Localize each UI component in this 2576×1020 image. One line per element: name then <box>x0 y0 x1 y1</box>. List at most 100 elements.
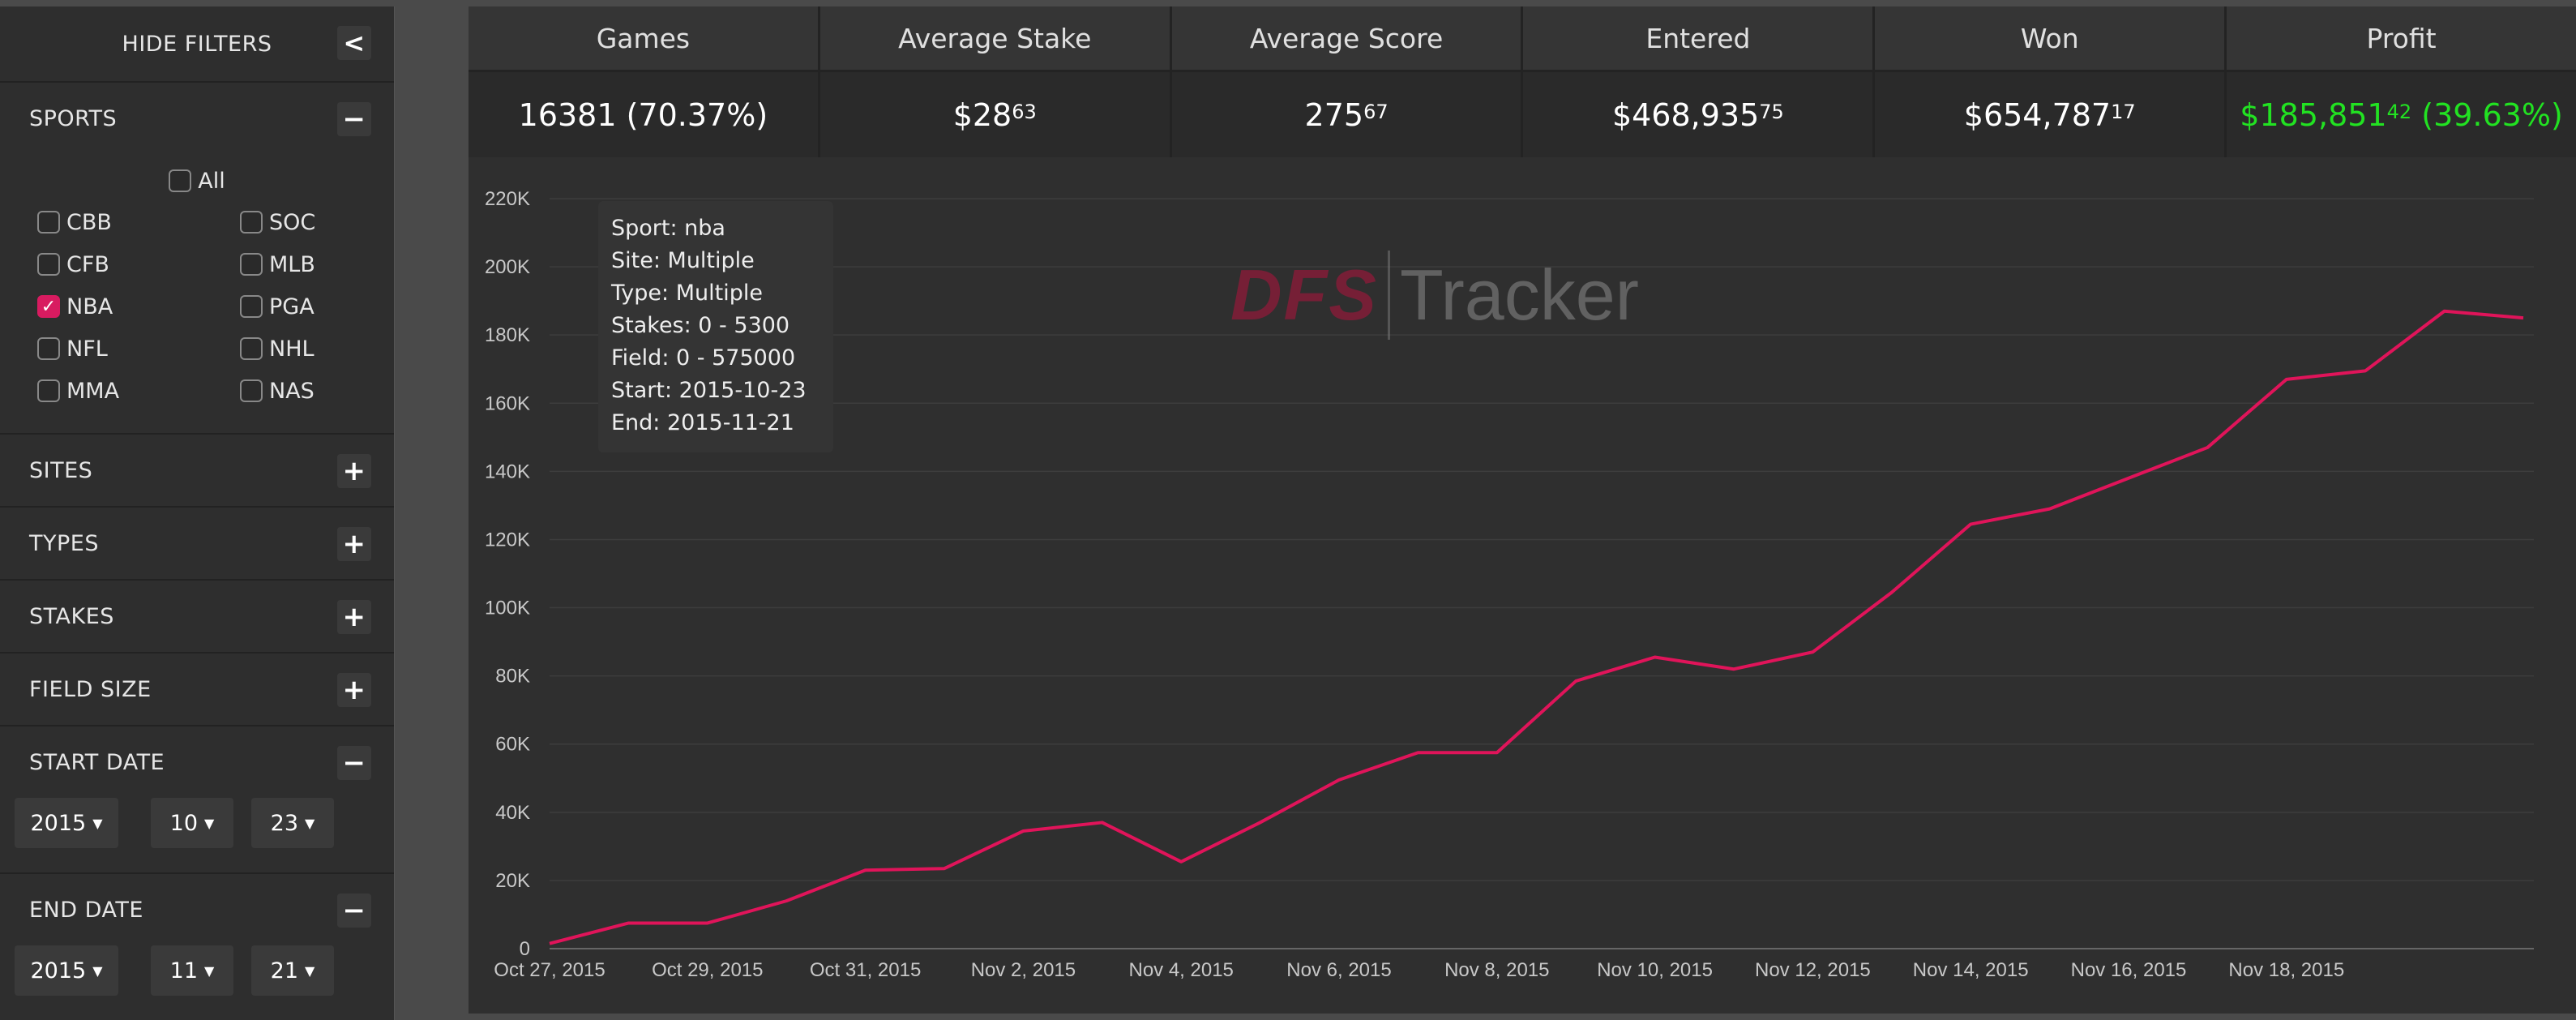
sport-option-pga[interactable]: PGA <box>240 285 418 328</box>
sport-option-label: NBA <box>66 294 113 319</box>
filter-summary-tooltip: Sport: nba Site: Multiple Type: Multiple St… <box>598 201 833 452</box>
won-main: $654,787 <box>1963 96 2112 133</box>
types-section-header[interactable]: TYPES + <box>0 508 394 579</box>
tooltip-line: Type: Multiple <box>611 281 763 306</box>
y-tick-label: 80K <box>495 666 530 688</box>
hide-filters-header[interactable]: HIDE FILTERS < <box>0 6 394 83</box>
x-tick-label: Nov 2, 2015 <box>971 959 1076 981</box>
start-day-value: 23 <box>270 810 299 836</box>
y-tick-label: 220K <box>485 188 530 210</box>
sport-option-soc[interactable]: SOC <box>240 201 418 243</box>
sports-section-header[interactable]: SPORTS − <box>0 83 394 154</box>
checkbox-icon[interactable] <box>240 211 263 234</box>
watermark-divider <box>1388 251 1390 340</box>
stat-won-label: Won <box>1875 6 2225 72</box>
start-year-select[interactable]: 2015 ▼ <box>15 798 118 848</box>
x-tick-label: Oct 31, 2015 <box>810 959 921 981</box>
sports-collapse-button[interactable]: − <box>337 102 371 136</box>
start-date-collapse-button[interactable]: − <box>337 746 371 780</box>
sport-option-mlb[interactable]: MLB <box>240 243 418 285</box>
sport-option-cfb[interactable]: CFB <box>37 243 240 285</box>
x-tick-label: Oct 29, 2015 <box>652 959 763 981</box>
sport-option-cbb[interactable]: CBB <box>37 201 240 243</box>
tooltip-line: End: 2015-11-21 <box>611 410 794 435</box>
won-cents: 17 <box>2111 100 2136 123</box>
sites-section: SITES + <box>0 435 394 508</box>
types-label: TYPES <box>29 530 99 556</box>
checkbox-icon[interactable] <box>37 211 60 234</box>
stat-average-stake-value: $28 63 <box>819 72 1170 157</box>
hide-filters-label: HIDE FILTERS <box>122 31 272 57</box>
checkbox-icon[interactable] <box>240 295 263 318</box>
end-date-label: END DATE <box>29 897 143 923</box>
sports-section: SPORTS − All CBB SOC CFB MLB ✓ NBA PGA NFL NHL MM… <box>0 83 394 435</box>
y-tick-label: 160K <box>485 392 530 414</box>
end-date-collapse-button[interactable]: − <box>337 894 371 928</box>
start-month-select[interactable]: 10 ▼ <box>151 798 233 848</box>
y-tick-label: 120K <box>485 529 530 551</box>
stat-won-value: $654,787 17 <box>1875 72 2225 157</box>
start-date-section-header[interactable]: START DATE − <box>0 726 394 798</box>
checkbox-icon[interactable] <box>240 253 263 276</box>
stat-won: Won $654,787 17 <box>1875 6 2227 157</box>
watermark-tracker: Tracker <box>1400 255 1639 335</box>
sport-option-label: CBB <box>66 209 112 235</box>
profit-line-chart: 0 20K 40K 60K 80K 100K 120K 140K 160K 180K 200K 220… <box>485 188 2534 981</box>
stat-profit-value: $185,851 42 (39.63%) <box>2227 72 2576 157</box>
field-size-section-header[interactable]: FIELD SIZE + <box>0 654 394 725</box>
y-tick-label: 180K <box>485 324 530 346</box>
stat-entered-value: $468,935 75 <box>1523 72 1873 157</box>
checkbox-icon[interactable] <box>37 253 60 276</box>
main-panel: Games 16381 (70.37%) Average Stake $28 63… <box>469 6 2576 1014</box>
sport-option-label: MMA <box>66 378 120 404</box>
y-tick-label: 40K <box>495 802 530 824</box>
checkbox-icon[interactable] <box>240 379 263 402</box>
average-score-main: 275 <box>1304 96 1364 133</box>
checkbox-icon[interactable] <box>37 379 60 402</box>
x-tick-label: Nov 4, 2015 <box>1128 959 1233 981</box>
profit-cents: 42 <box>2386 100 2412 123</box>
end-day-select[interactable]: 21 ▼ <box>251 945 334 996</box>
stat-games: Games 16381 (70.37%) <box>469 6 820 157</box>
profit-series-line[interactable] <box>549 309 2524 945</box>
end-date-section: END DATE − 2015 ▼ 11 ▼ 21 ▼ <box>0 874 394 1020</box>
chevron-down-icon: ▼ <box>305 815 315 831</box>
start-date-label: START DATE <box>29 749 165 775</box>
checkbox-icon[interactable] <box>240 337 263 360</box>
y-tick-label: 60K <box>495 734 530 756</box>
checkbox-checked-icon[interactable]: ✓ <box>37 295 60 318</box>
sites-expand-button[interactable]: + <box>337 454 371 488</box>
start-day-select[interactable]: 23 ▼ <box>251 798 334 848</box>
types-section: TYPES + <box>0 508 394 581</box>
entered-cents: 75 <box>1759 100 1784 123</box>
all-checkbox[interactable] <box>169 169 192 192</box>
x-tick-label: Nov 18, 2015 <box>2228 959 2344 981</box>
watermark-dfs: DFS <box>1230 255 1378 335</box>
field-size-expand-button[interactable]: + <box>337 673 371 707</box>
sport-option-nba[interactable]: ✓ NBA <box>37 285 240 328</box>
sport-option-nhl[interactable]: NHL <box>240 328 418 370</box>
checkbox-icon[interactable] <box>37 337 60 360</box>
profit-chart: 0 20K 40K 60K 80K 100K 120K 140K 160K 180K 200K 220… <box>469 157 2576 1014</box>
sport-option-label: NAS <box>269 378 315 404</box>
sport-checkbox-grid: CBB SOC CFB MLB ✓ NBA PGA NFL NHL MMA NAS <box>0 201 394 412</box>
sport-option-nfl[interactable]: NFL <box>37 328 240 370</box>
collapse-sidebar-button[interactable]: < <box>337 26 371 60</box>
x-tick-label: Oct 27, 2015 <box>494 959 605 981</box>
stakes-section: STAKES + <box>0 581 394 654</box>
stakes-section-header[interactable]: STAKES + <box>0 581 394 652</box>
stat-average-stake: Average Stake $28 63 <box>819 6 1172 157</box>
end-month-value: 11 <box>169 958 199 984</box>
sport-option-mma[interactable]: MMA <box>37 370 240 412</box>
types-expand-button[interactable]: + <box>337 527 371 561</box>
stakes-expand-button[interactable]: + <box>337 600 371 634</box>
stat-profit: Profit $185,851 42 (39.63%) <box>2227 6 2576 157</box>
sites-section-header[interactable]: SITES + <box>0 435 394 506</box>
end-date-section-header[interactable]: END DATE − <box>0 874 394 945</box>
end-month-select[interactable]: 11 ▼ <box>151 945 233 996</box>
x-tick-label: Nov 10, 2015 <box>1597 959 1713 981</box>
sport-all-option[interactable]: All <box>0 161 394 201</box>
sport-option-nas[interactable]: NAS <box>240 370 418 412</box>
end-year-select[interactable]: 2015 ▼ <box>15 945 118 996</box>
tooltip-line: Field: 0 - 575000 <box>611 345 796 371</box>
